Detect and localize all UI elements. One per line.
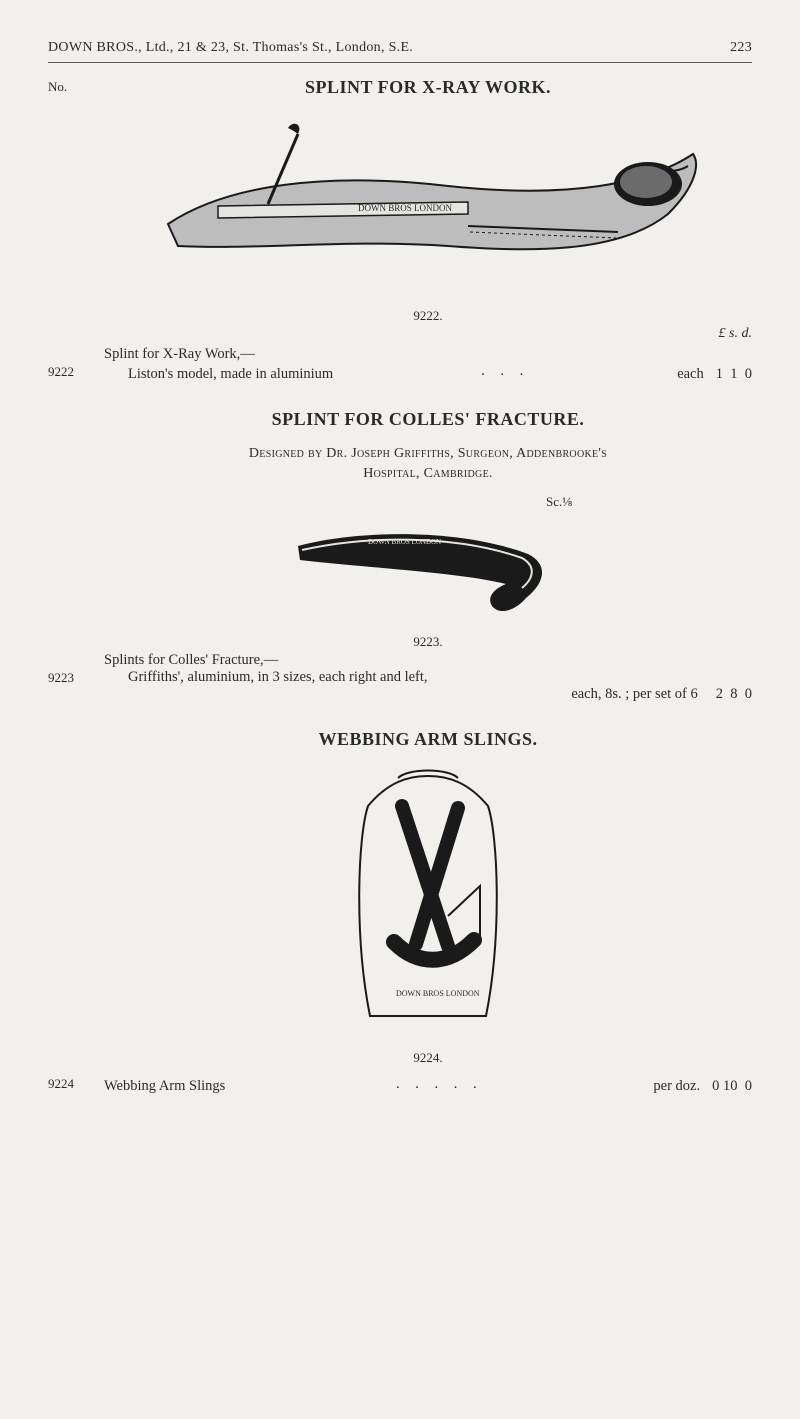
designer-credit-line2: Hospital, Cambridge.	[104, 466, 752, 482]
webbing-sling-illustration: DOWN BROS LONDON	[298, 766, 558, 1046]
running-head-text: DOWN BROS., Ltd., 21 & 23, St. Thomas's …	[48, 40, 413, 56]
section-title-webbing: WEBBING ARM SLINGS.	[104, 729, 752, 750]
catalog-entry-9223: 9223 Splints for Colles' Fracture,— Grif…	[104, 652, 752, 703]
item-number: 9224	[48, 1076, 104, 1092]
top-rule	[48, 62, 752, 63]
catalog-entry-9224: 9224 Webbing Arm Slings per doz. 0 10 0	[104, 1076, 752, 1096]
figure-number-9223: 9223.	[104, 634, 752, 650]
figure-caption-inset: DOWN BROS LONDON	[396, 989, 480, 998]
figure-caption-inset: DOWN BROS LONDON	[358, 203, 452, 213]
entry-line: Griffiths', aluminium, in 3 sizes, each …	[104, 669, 752, 686]
figure-9223: DOWN BROS LONDON	[104, 510, 752, 630]
scale-label: Sc.⅛	[104, 494, 572, 510]
figure-9224: DOWN BROS LONDON	[104, 766, 752, 1046]
item-number: 9223	[48, 652, 104, 686]
figure-number-9222: 9222.	[104, 308, 752, 324]
item-number: 9222	[48, 346, 104, 380]
price-unit: each	[677, 366, 704, 383]
splint-xray-illustration: DOWN BROS LONDON	[148, 114, 708, 304]
page-number: 223	[730, 40, 752, 56]
body-column: SPLINT FOR X-RAY WORK. DOWN BROS LONDON …	[104, 77, 752, 1095]
section-title-colles: SPLINT FOR COLLES' FRACTURE.	[104, 409, 752, 430]
section-title-xray: SPLINT FOR X-RAY WORK.	[104, 77, 752, 98]
designer-credit-line1: Designed by Dr. Joseph Griffiths, Surgeo…	[104, 446, 752, 462]
catalog-page: DOWN BROS., Ltd., 21 & 23, St. Thomas's …	[0, 0, 800, 1157]
price-value: 2 8 0	[716, 686, 752, 703]
entry-line: Splint for X-Ray Work,—	[104, 346, 752, 363]
price-value: 1 1 0	[716, 366, 752, 383]
leader-dots	[339, 363, 671, 379]
margin-column: No.	[48, 77, 104, 95]
leader-dots	[231, 1076, 647, 1092]
catalog-entry-9222: 9222 Splint for X-Ray Work,— Liston's mo…	[104, 346, 752, 383]
entry-line: Webbing Arm Slings	[104, 1078, 225, 1095]
running-head: DOWN BROS., Ltd., 21 & 23, St. Thomas's …	[48, 40, 752, 56]
price-value: 0 10 0	[712, 1078, 752, 1095]
splint-colles-illustration: DOWN BROS LONDON	[278, 510, 578, 630]
entry-line-right: each, 8s. ; per set of 6	[571, 686, 697, 703]
svg-text:DOWN BROS LONDON: DOWN BROS LONDON	[368, 538, 441, 546]
figure-number-9224: 9224.	[104, 1050, 752, 1066]
entry-line: Splints for Colles' Fracture,—	[104, 652, 752, 669]
no-label: No.	[48, 79, 104, 95]
entry-line: Liston's model, made in aluminium	[104, 366, 333, 383]
price-unit: per doz.	[653, 1078, 700, 1095]
price-column-header: £ s. d.	[104, 326, 752, 342]
figure-9222: DOWN BROS LONDON	[104, 114, 752, 304]
